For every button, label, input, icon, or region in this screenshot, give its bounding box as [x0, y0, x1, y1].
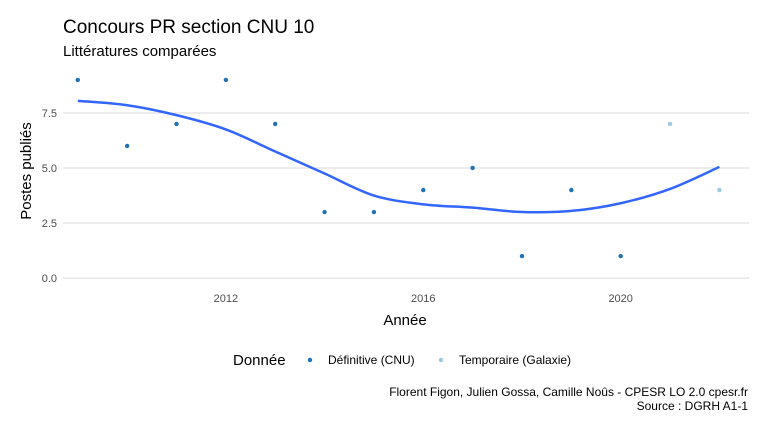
smooth-line — [77, 99, 720, 214]
point-definitive — [75, 77, 81, 83]
caption-source: Source : DGRH A1-1 — [637, 399, 749, 413]
legend: Donnée Définitive (CNU) Temporaire (Gala… — [233, 352, 571, 369]
point-definitive — [371, 209, 377, 215]
smooth-trend — [77, 99, 720, 214]
legend-label-temporaire: Temporaire (Galaxie) — [459, 353, 571, 367]
point-definitive — [223, 77, 229, 83]
y-tick-label: 7.5 — [42, 108, 57, 120]
x-axis-title: Année — [383, 312, 426, 329]
legend-label-definitive: Définitive (CNU) — [328, 353, 415, 367]
legend-marker-definitive — [307, 357, 313, 363]
point-definitive — [273, 121, 278, 127]
point-definitive — [569, 187, 574, 193]
point-definitive — [322, 209, 327, 215]
legend-marker-temporaire — [438, 357, 444, 363]
x-tick-label: 2012 — [214, 293, 238, 305]
point-definitive — [618, 253, 623, 259]
point-definitive — [421, 187, 426, 193]
x-axis-ticks: 2012 2016 2020 — [214, 293, 633, 305]
point-definitive — [174, 121, 179, 127]
point-temporaire — [717, 187, 722, 193]
chart-subtitle: Littératures comparées — [63, 43, 216, 60]
point-definitive — [470, 165, 475, 171]
y-tick-label: 2.5 — [42, 218, 57, 230]
legend-title: Donnée — [233, 352, 286, 369]
caption-authors: Florent Figon, Julien Gossa, Camille Noû… — [389, 385, 748, 399]
grid — [63, 112, 749, 279]
data-points — [75, 77, 722, 259]
point-definitive — [124, 143, 130, 149]
chart-title: Concours PR section CNU 10 — [63, 17, 314, 38]
x-tick-label: 2020 — [608, 293, 632, 305]
y-axis-title: Postes publiés — [18, 122, 35, 220]
x-tick-label: 2016 — [411, 293, 435, 305]
y-axis-ticks: 0.0 2.5 5.0 7.5 — [42, 108, 57, 285]
point-temporaire — [667, 121, 673, 127]
y-tick-label: 5.0 — [42, 163, 57, 175]
y-tick-label: 0.0 — [42, 273, 57, 285]
point-definitive — [519, 253, 525, 259]
